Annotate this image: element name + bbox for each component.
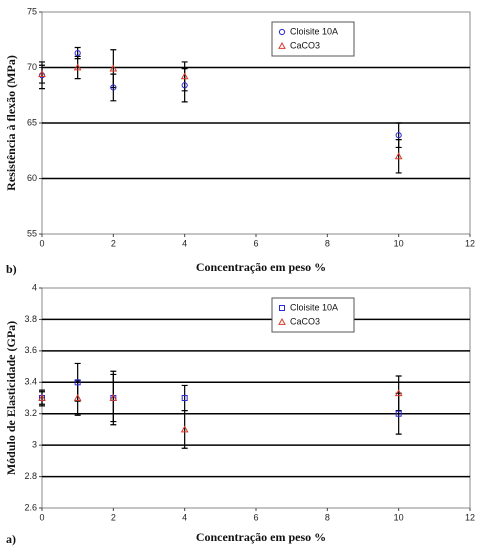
data-point <box>38 393 46 401</box>
x-tick-label: 8 <box>325 238 330 248</box>
y-tick-label: 55 <box>27 228 37 238</box>
y-tick-label: 60 <box>27 173 37 183</box>
y-tick-label: 70 <box>27 62 37 72</box>
data-point <box>394 152 403 160</box>
x-tick-label: 2 <box>111 512 116 522</box>
panel-label: a) <box>6 532 16 546</box>
error-bar <box>110 49 117 89</box>
legend-marker <box>278 28 286 36</box>
data-point <box>110 84 117 91</box>
x-tick-label: 6 <box>253 238 258 248</box>
legend-marker <box>278 41 286 49</box>
y-tick-label: 3.8 <box>24 314 37 324</box>
y-tick-label: 75 <box>27 6 37 16</box>
x-tick-label: 12 <box>465 238 475 248</box>
legend-label: Cloisite 10A <box>290 26 338 36</box>
y-axis-label: Resistência à flexão (MPa) <box>4 55 18 191</box>
y-tick-label: 3.2 <box>24 408 37 418</box>
y-axis-label: Módulo de Elasticidade (GPa) <box>4 321 18 475</box>
data-point <box>74 379 81 386</box>
error-bar <box>395 139 402 174</box>
y-tick-label: 2.8 <box>24 471 37 481</box>
error-bar <box>39 391 45 405</box>
data-point <box>74 49 81 57</box>
error-bar <box>74 55 81 80</box>
legend-label: CaCO3 <box>290 40 320 50</box>
x-tick-label: 4 <box>182 238 187 248</box>
error-bar <box>110 373 117 423</box>
data-point <box>181 395 188 401</box>
data-point <box>180 72 189 80</box>
data-point <box>38 70 46 78</box>
data-point <box>109 64 118 72</box>
panel-label: b) <box>6 262 17 276</box>
x-axis-label: Concentração em peso % <box>196 260 326 274</box>
error-bar <box>395 375 402 412</box>
x-tick-label: 6 <box>253 512 258 522</box>
legend-box <box>271 21 355 57</box>
legend-label: CaCO3 <box>290 316 320 326</box>
legend-box <box>271 297 355 333</box>
data-point <box>180 425 189 433</box>
data-point <box>181 82 188 89</box>
data-point <box>395 410 402 417</box>
data-point <box>109 393 118 401</box>
legend-label: Cloisite 10A <box>290 302 338 312</box>
data-point <box>73 63 82 71</box>
error-bar <box>39 64 45 84</box>
x-tick-label: 0 <box>39 238 44 248</box>
error-bar <box>181 409 188 449</box>
x-tick-label: 10 <box>394 512 404 522</box>
y-tick-label: 3.6 <box>24 345 37 355</box>
x-tick-label: 4 <box>182 512 187 522</box>
data-point <box>394 389 403 397</box>
y-tick-label: 4 <box>32 282 37 292</box>
x-tick-label: 0 <box>39 512 44 522</box>
y-tick-label: 3 <box>32 440 37 450</box>
plot-frame <box>41 287 471 509</box>
y-tick-label: 3.4 <box>24 377 37 387</box>
x-tick-label: 2 <box>111 238 116 248</box>
x-axis-label: Concentração em peso % <box>196 530 326 544</box>
legend-marker <box>279 305 285 311</box>
x-tick-label: 8 <box>325 512 330 522</box>
data-point <box>395 132 402 139</box>
y-tick-label: 2.6 <box>24 502 37 512</box>
x-tick-label: 12 <box>465 512 475 522</box>
y-tick-label: 65 <box>27 117 37 127</box>
data-point <box>73 393 82 401</box>
error-bar <box>181 61 188 92</box>
x-tick-label: 10 <box>394 238 404 248</box>
legend-marker <box>278 317 286 325</box>
